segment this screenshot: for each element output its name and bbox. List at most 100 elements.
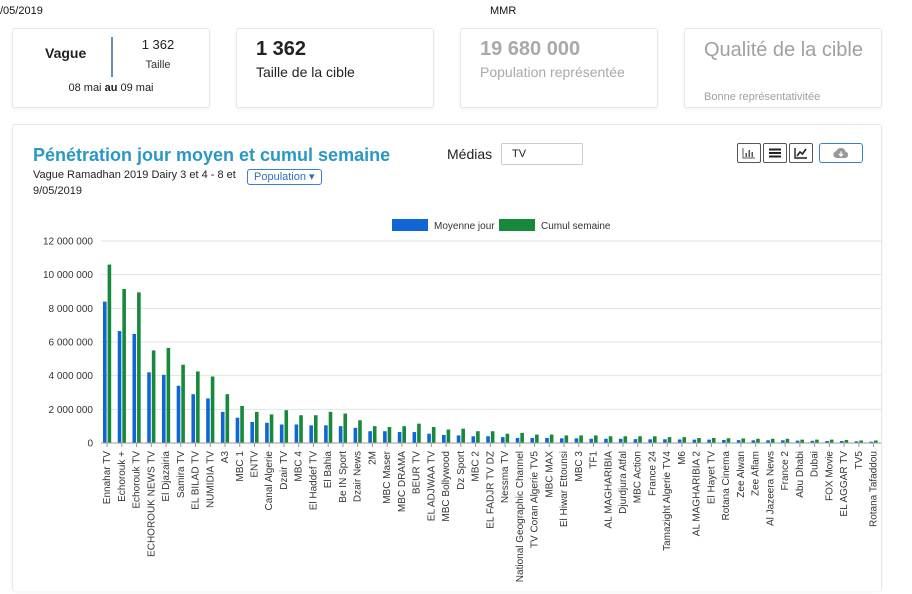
vague-count-label: Taille xyxy=(145,59,171,71)
bar xyxy=(196,371,200,443)
x-tick-label: El Djazairia xyxy=(161,451,172,502)
vague-label: Vague xyxy=(45,45,87,61)
y-tick-label: 4 000 000 xyxy=(49,371,94,382)
bar xyxy=(810,440,815,443)
bar xyxy=(545,437,549,443)
bar xyxy=(324,425,328,443)
bar xyxy=(707,439,711,443)
bar xyxy=(594,435,598,443)
bar xyxy=(726,438,731,443)
population-label: Population représentée xyxy=(480,64,625,80)
bar xyxy=(515,437,520,443)
bar xyxy=(608,436,613,443)
bar xyxy=(225,394,230,443)
bar xyxy=(505,433,510,443)
bar xyxy=(589,438,594,443)
header-brand: MMR xyxy=(490,5,517,17)
medias-select[interactable]: TV xyxy=(501,143,583,165)
bar xyxy=(785,438,790,443)
bar xyxy=(132,333,137,443)
x-tick-label: Dzair TV xyxy=(279,451,290,490)
x-tick-label: National Geographic Channel xyxy=(515,451,526,582)
vague-count: 1 362 xyxy=(141,37,175,52)
bar xyxy=(368,431,372,443)
vague-date-sep: au xyxy=(104,82,118,94)
y-tick-label: 8 000 000 xyxy=(49,304,94,315)
bar-chart-icon xyxy=(742,148,755,159)
bar xyxy=(869,441,874,443)
bar xyxy=(623,436,628,443)
x-tick-label: Echorouk TV xyxy=(132,451,143,509)
x-tick-label: TF1 xyxy=(589,451,600,469)
vague-date-from: 08 mai xyxy=(68,82,102,94)
vague-dates: 08 mai au 09 mai xyxy=(13,82,209,94)
bar xyxy=(181,364,185,443)
bar xyxy=(618,438,623,443)
x-tick-label: Al Jazeera News xyxy=(765,451,776,526)
bar xyxy=(137,292,141,443)
bar xyxy=(667,437,672,443)
bar xyxy=(652,436,657,443)
bar xyxy=(265,422,269,443)
x-tick-label: France 2 xyxy=(780,451,791,491)
x-tick-label: MBC DRAMA xyxy=(397,451,408,512)
bar xyxy=(412,432,417,443)
population-dropdown[interactable]: Population ▾ xyxy=(247,169,322,185)
download-button[interactable] xyxy=(819,143,863,163)
bar xyxy=(358,420,362,443)
x-tick-label: MBC Maser xyxy=(382,450,393,503)
bar xyxy=(574,438,579,443)
x-tick-label: A3 xyxy=(220,451,231,464)
bar xyxy=(210,376,215,443)
bar xyxy=(206,398,210,443)
bar xyxy=(328,411,333,443)
x-tick-label: AL MAGHARIBIA xyxy=(603,451,614,529)
x-tick-label: ECHOROUK NEWS TV xyxy=(146,451,157,557)
bar xyxy=(220,411,225,443)
bar xyxy=(240,405,244,443)
x-tick-label: MBC 3 xyxy=(574,451,585,482)
bar xyxy=(279,424,284,443)
population-card: 19 680 000 Population représentée xyxy=(460,28,658,108)
bar xyxy=(442,434,446,443)
x-tick-label: EL FADJR TV DZ xyxy=(485,451,496,529)
x-tick-label: Ennahar TV xyxy=(102,451,113,505)
bar xyxy=(736,440,741,443)
x-tick-label: MBC 4 xyxy=(294,451,305,482)
x-tick-label: El Hiwar Ettounsi xyxy=(559,451,570,527)
x-tick-label: BEUR TV xyxy=(412,451,423,494)
bar xyxy=(461,428,465,443)
x-tick-label: MBC 2 xyxy=(471,451,482,482)
cible-card: 1 362 Taille de la cible xyxy=(236,28,434,108)
bar xyxy=(697,437,701,443)
y-tick-label: 0 xyxy=(87,439,93,450)
bar xyxy=(383,431,387,443)
population-value: 19 680 000 xyxy=(480,38,581,60)
line-chart-view-button[interactable] xyxy=(789,143,813,163)
y-tick-label: 10 000 000 xyxy=(43,270,93,281)
legend-swatch xyxy=(499,219,535,231)
bar xyxy=(431,427,436,443)
x-tick-label: Canal Algerie xyxy=(264,451,275,511)
x-tick-label: M6 xyxy=(677,451,688,465)
bar xyxy=(151,350,156,443)
bar xyxy=(711,437,716,443)
qualite-card: Qualité de la cible Bonne représentativi… xyxy=(684,28,882,108)
bar xyxy=(269,414,274,443)
bar xyxy=(549,434,554,443)
x-tick-label: France 24 xyxy=(647,451,658,496)
cible-label: Taille de la cible xyxy=(256,64,355,80)
table-view-button[interactable] xyxy=(763,143,787,163)
qualite-subtitle: Bonne représentativitée xyxy=(704,91,821,103)
medias-label: Médias xyxy=(447,146,493,162)
legend-label: Cumul semaine xyxy=(541,221,611,232)
legend-swatch xyxy=(392,219,428,231)
bar xyxy=(166,347,171,443)
bar xyxy=(874,440,878,443)
x-tick-label: Nessma TV xyxy=(500,451,511,503)
vague-card: Vague 1 362 Taille 08 mai au 09 mai xyxy=(12,28,210,108)
bar xyxy=(535,434,539,443)
bar-chart-view-button[interactable] xyxy=(737,143,761,163)
bar xyxy=(604,438,608,443)
x-tick-label: TV Coran Algerie TV5 xyxy=(530,451,541,549)
